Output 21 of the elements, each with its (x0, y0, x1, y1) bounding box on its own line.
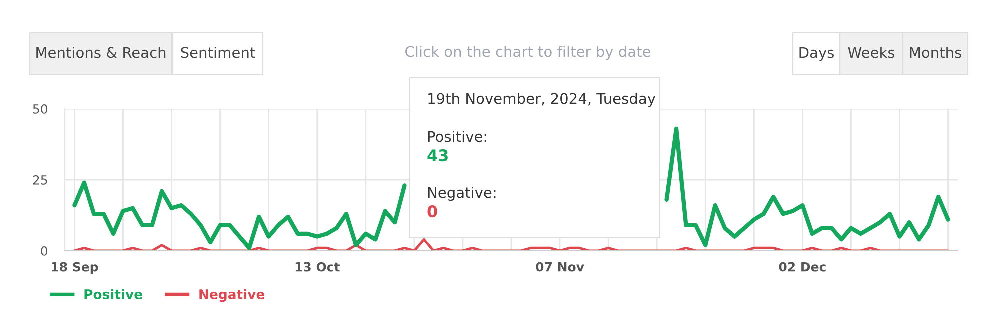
y-tick-label: 50 (33, 104, 48, 114)
x-tick-label: 13 Oct (296, 262, 340, 272)
annotation: Positive: (428, 130, 486, 142)
line-series (73, 238, 950, 251)
legend-label: Positive (84, 289, 142, 300)
annotation: Negative: (428, 186, 496, 202)
x-tick-label: 18 Sep (52, 262, 98, 274)
text: Months (910, 46, 962, 58)
y-tick-label: 0 (41, 246, 48, 256)
annotation: 0 (428, 206, 438, 218)
text: Days (800, 47, 834, 62)
y-tick-label: 25 (33, 175, 48, 185)
x-tick-label: 02 Dec (779, 262, 826, 272)
x-tick-label: 07 Nov (536, 262, 584, 272)
text: Weeks (848, 46, 895, 58)
text: Sentiment (181, 46, 256, 58)
text: Click on the chart to filter by date (406, 46, 650, 60)
text: 19th November, 2024, Tuesday (428, 92, 656, 108)
text: Mentions & Reach (36, 46, 166, 58)
legend-label: Negative (200, 289, 265, 302)
annotation: 43 (428, 150, 448, 162)
